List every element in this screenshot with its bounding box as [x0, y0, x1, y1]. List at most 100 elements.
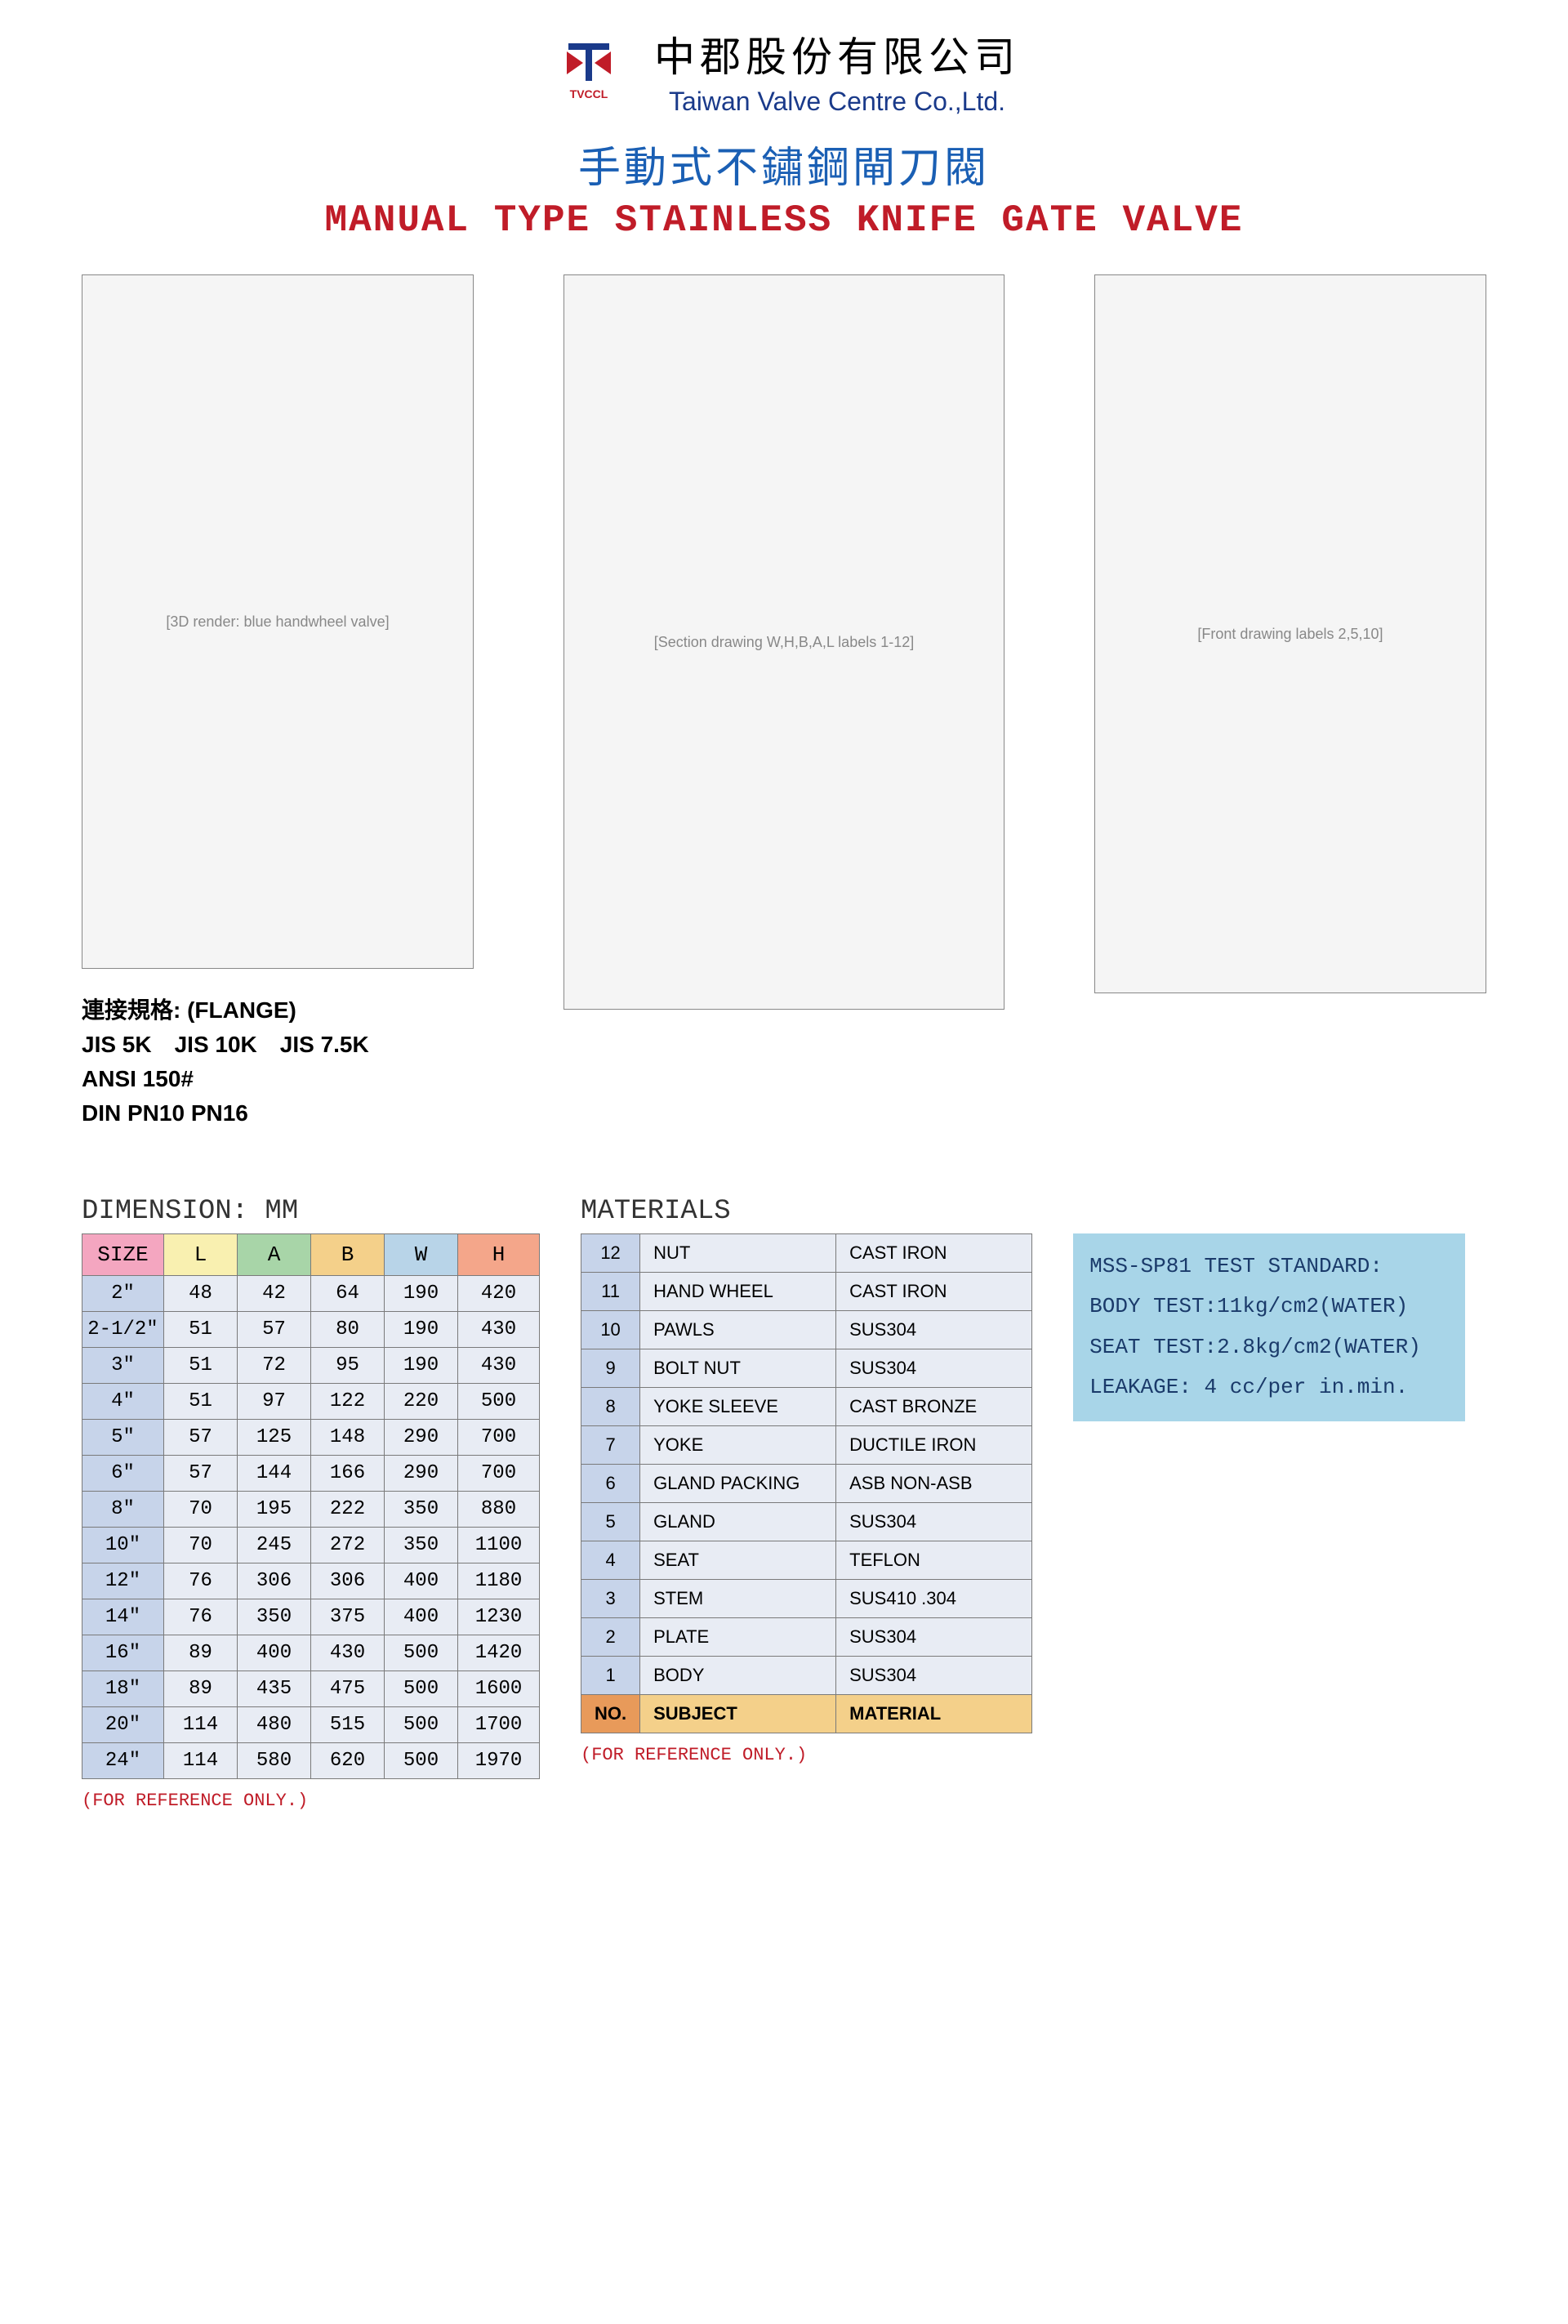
dim-cell: 515	[311, 1707, 385, 1743]
dim-cell: 375	[311, 1599, 385, 1635]
dim-cell: 350	[238, 1599, 311, 1635]
dim-cell: 57	[164, 1420, 238, 1456]
dim-header: A	[238, 1234, 311, 1276]
dim-cell: 114	[164, 1707, 238, 1743]
mat-cell: 7	[581, 1426, 640, 1465]
table-row: 24"1145806205001970	[82, 1743, 540, 1779]
table-row: 2-1/2"515780190430	[82, 1312, 540, 1348]
dim-cell: 480	[238, 1707, 311, 1743]
table-row: 3STEMSUS410 .304	[581, 1580, 1032, 1618]
materials-section: MATERIALS 12NUTCAST IRON11HAND WHEELCAST…	[581, 1196, 1032, 1765]
dim-cell: 245	[238, 1528, 311, 1563]
dim-cell: 76	[164, 1563, 238, 1599]
dim-cell: 125	[238, 1420, 311, 1456]
logo: TVCCL	[548, 38, 630, 104]
dim-cell: 350	[385, 1492, 458, 1528]
dim-cell: 272	[311, 1528, 385, 1563]
table-row: 10"702452723501100	[82, 1528, 540, 1563]
dim-cell: 1600	[458, 1671, 540, 1707]
dim-cell: 76	[164, 1599, 238, 1635]
materials-note: (FOR REFERENCE ONLY.)	[581, 1745, 1032, 1765]
section-drawing: [Section drawing W,H,B,A,L labels 1-12]	[564, 274, 1004, 1010]
dimension-note: (FOR REFERENCE ONLY.)	[82, 1791, 540, 1811]
company-name-cn: 中郡股份有限公司	[654, 25, 1020, 83]
dim-cell: 18"	[82, 1671, 164, 1707]
dim-cell: 1180	[458, 1563, 540, 1599]
table-row: 12"763063064001180	[82, 1563, 540, 1599]
dim-cell: 80	[311, 1312, 385, 1348]
dim-cell: 350	[385, 1528, 458, 1563]
dim-cell: 190	[385, 1276, 458, 1312]
mat-cell: CAST IRON	[836, 1273, 1032, 1311]
mat-cell: 1	[581, 1657, 640, 1695]
dim-cell: 14"	[82, 1599, 164, 1635]
mat-header: SUBJECT	[640, 1695, 836, 1733]
dim-cell: 190	[385, 1348, 458, 1384]
dim-cell: 166	[311, 1456, 385, 1492]
title-cn: 手動式不鏽鋼閘刀閥	[82, 133, 1486, 194]
table-row: 14"763503754001230	[82, 1599, 540, 1635]
header: TVCCL 中郡股份有限公司 Taiwan Valve Centre Co.,L…	[82, 25, 1486, 117]
dim-cell: 42	[238, 1276, 311, 1312]
test-line2: BODY TEST:11kg/cm2(WATER)	[1089, 1287, 1449, 1327]
flange-spec: 連接規格: (FLANGE) JIS 5K JIS 10K JIS 7.5K A…	[82, 993, 474, 1131]
mat-cell: NUT	[640, 1234, 836, 1273]
mat-cell: 11	[581, 1273, 640, 1311]
mat-cell: SUS410 .304	[836, 1580, 1032, 1618]
dim-cell: 72	[238, 1348, 311, 1384]
dim-cell: 4"	[82, 1384, 164, 1420]
dim-cell: 400	[385, 1563, 458, 1599]
flange-line1: JIS 5K JIS 10K JIS 7.5K	[82, 1028, 474, 1062]
mat-cell: SUS304	[836, 1618, 1032, 1657]
dim-cell: 700	[458, 1456, 540, 1492]
dim-cell: 20"	[82, 1707, 164, 1743]
company-name-en: Taiwan Valve Centre Co.,Ltd.	[654, 87, 1020, 117]
dim-header: B	[311, 1234, 385, 1276]
test-line4: LEAKAGE: 4 cc/per in.min.	[1089, 1367, 1449, 1407]
dim-cell: 500	[385, 1671, 458, 1707]
dim-cell: 435	[238, 1671, 311, 1707]
dim-cell: 10"	[82, 1528, 164, 1563]
mat-cell: STEM	[640, 1580, 836, 1618]
mat-cell: 10	[581, 1311, 640, 1349]
dim-header: H	[458, 1234, 540, 1276]
dim-cell: 500	[385, 1635, 458, 1671]
dim-cell: 97	[238, 1384, 311, 1420]
table-row: 10PAWLSSUS304	[581, 1311, 1032, 1349]
dim-cell: 400	[238, 1635, 311, 1671]
mat-cell: TEFLON	[836, 1541, 1032, 1580]
test-standard-box: MSS-SP81 TEST STANDARD: BODY TEST:11kg/c…	[1073, 1233, 1465, 1421]
mat-cell: HAND WHEEL	[640, 1273, 836, 1311]
dim-cell: 400	[385, 1599, 458, 1635]
dim-cell: 1230	[458, 1599, 540, 1635]
dim-cell: 64	[311, 1276, 385, 1312]
test-line1: MSS-SP81 TEST STANDARD:	[1089, 1247, 1449, 1287]
dim-cell: 144	[238, 1456, 311, 1492]
dim-cell: 195	[238, 1492, 311, 1528]
mat-cell: 4	[581, 1541, 640, 1580]
table-row: 5GLANDSUS304	[581, 1503, 1032, 1541]
dim-cell: 190	[385, 1312, 458, 1348]
mat-cell: SUS304	[836, 1311, 1032, 1349]
mat-header: MATERIAL	[836, 1695, 1032, 1733]
table-row: 6"57144166290700	[82, 1456, 540, 1492]
mat-cell: 2	[581, 1618, 640, 1657]
dim-cell: 51	[164, 1384, 238, 1420]
table-row: 12NUTCAST IRON	[581, 1234, 1032, 1273]
dim-cell: 580	[238, 1743, 311, 1779]
dim-cell: 700	[458, 1420, 540, 1456]
mat-cell: YOKE	[640, 1426, 836, 1465]
dim-cell: 222	[311, 1492, 385, 1528]
dim-header: SIZE	[82, 1234, 164, 1276]
dim-cell: 89	[164, 1671, 238, 1707]
dim-cell: 70	[164, 1492, 238, 1528]
dim-cell: 51	[164, 1312, 238, 1348]
flange-label: 連接規格: (FLANGE)	[82, 993, 474, 1028]
dim-cell: 500	[385, 1743, 458, 1779]
dim-cell: 89	[164, 1635, 238, 1671]
mat-cell: BODY	[640, 1657, 836, 1695]
mat-cell: CAST IRON	[836, 1234, 1032, 1273]
dim-cell: 430	[311, 1635, 385, 1671]
product-render: [3D render: blue handwheel valve]	[82, 274, 474, 969]
table-row: 8"70195222350880	[82, 1492, 540, 1528]
